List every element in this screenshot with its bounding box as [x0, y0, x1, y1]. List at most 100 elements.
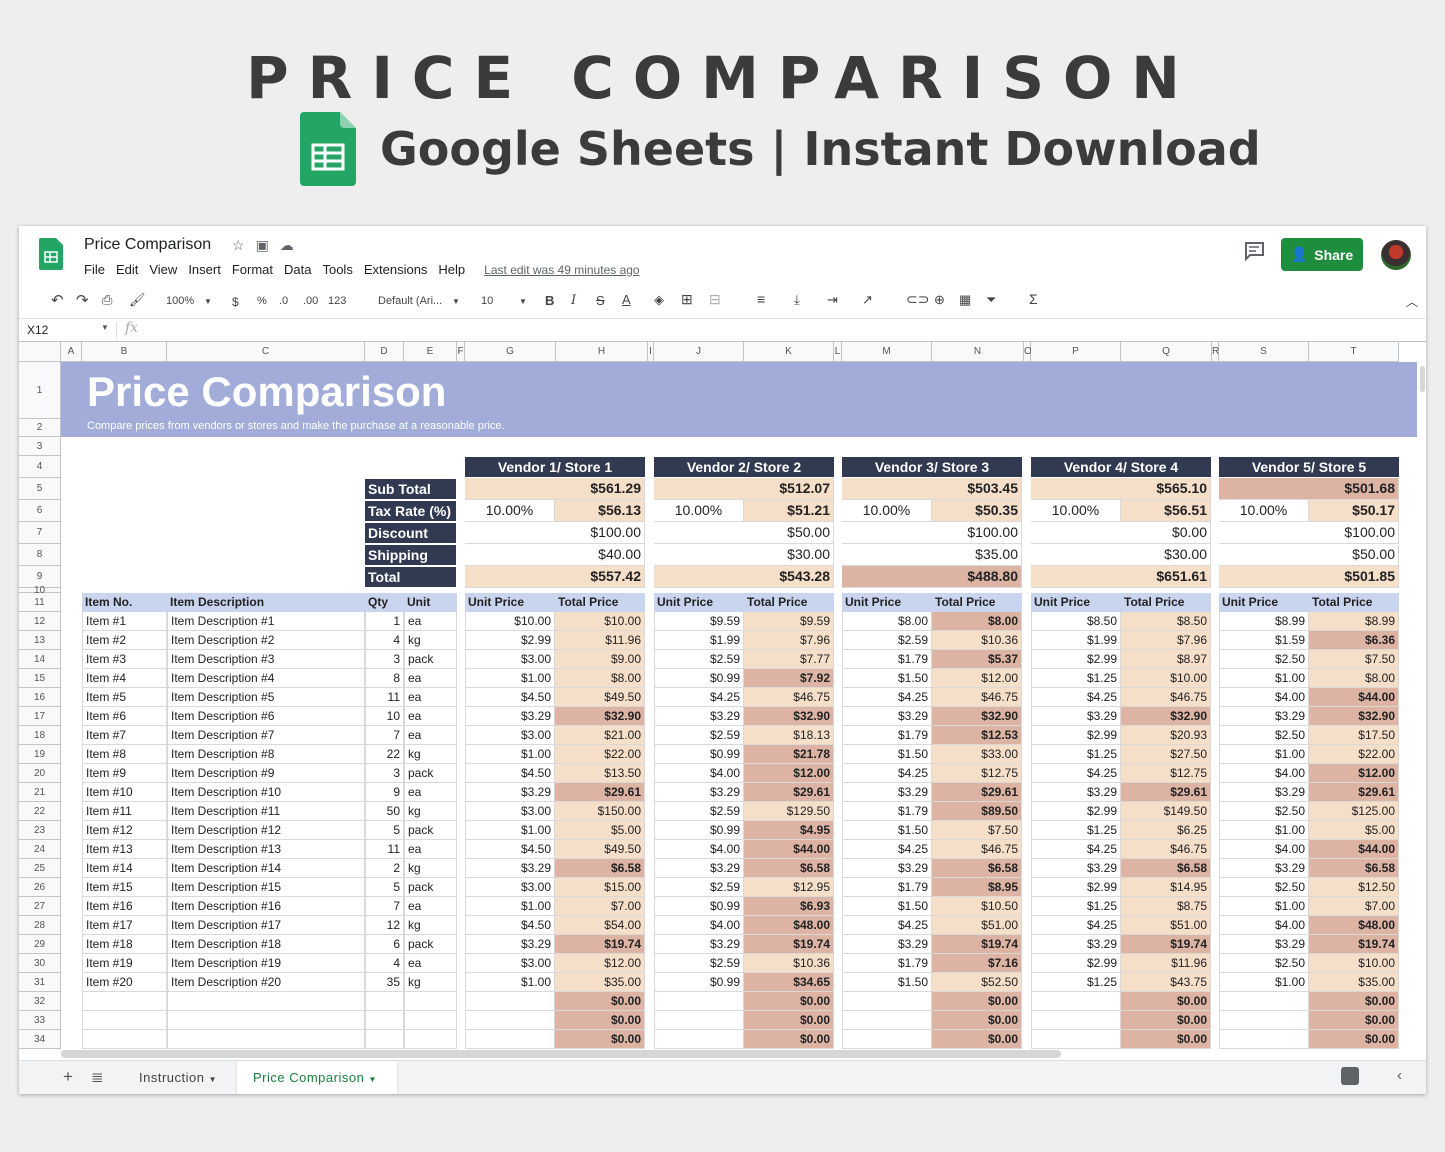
item-cell-no[interactable]: Item #17 — [82, 916, 167, 935]
unit-price-cell[interactable]: $1.25 — [1031, 821, 1121, 840]
item-cell-desc[interactable]: Item Description #11 — [167, 802, 365, 821]
total-price-cell[interactable]: $32.90 — [744, 707, 834, 726]
unit-price-cell[interactable]: $4.25 — [1031, 840, 1121, 859]
unit-price-cell[interactable]: $2.59 — [842, 631, 932, 650]
unit-price-cell[interactable] — [654, 1030, 744, 1049]
row-header[interactable]: 30 — [19, 954, 61, 973]
unit-price-cell[interactable]: $2.99 — [1031, 802, 1121, 821]
total-price-cell[interactable]: $44.00 — [1309, 840, 1399, 859]
unit-price-cell[interactable]: $0.99 — [654, 669, 744, 688]
item-cell-no[interactable] — [82, 1030, 167, 1049]
unit-price-cell[interactable]: $4.50 — [465, 840, 555, 859]
unit-price-cell[interactable] — [842, 1011, 932, 1030]
unit-price-cell[interactable]: $3.29 — [654, 783, 744, 802]
row-header[interactable]: 1 — [19, 362, 61, 419]
item-cell-desc[interactable] — [167, 992, 365, 1011]
row-header[interactable]: 3 — [19, 437, 61, 456]
total-price-cell[interactable]: $12.75 — [932, 764, 1022, 783]
total-price-cell[interactable]: $6.58 — [744, 859, 834, 878]
item-cell-qty[interactable]: 4 — [365, 954, 404, 973]
item-cell-no[interactable]: Item #4 — [82, 669, 167, 688]
unit-price-cell[interactable]: $1.00 — [465, 669, 555, 688]
chevron-left-icon[interactable]: ‹ — [1397, 1067, 1402, 1084]
unit-price-cell[interactable]: $3.00 — [465, 954, 555, 973]
item-cell-unit[interactable]: pack — [404, 821, 457, 840]
item-cell-desc[interactable]: Item Description #10 — [167, 783, 365, 802]
total-price-cell[interactable]: $129.50 — [744, 802, 834, 821]
decrease-decimal-button[interactable]: .0 — [279, 295, 289, 307]
unit-price-cell[interactable]: $9.59 — [654, 612, 744, 631]
total-price-cell[interactable]: $29.61 — [555, 783, 645, 802]
total-price-cell[interactable]: $6.58 — [1121, 859, 1211, 878]
total-price-cell[interactable]: $19.74 — [1309, 935, 1399, 954]
item-cell-unit[interactable]: ea — [404, 688, 457, 707]
vertical-align-icon[interactable]: ⤓ — [794, 292, 800, 307]
unit-price-cell[interactable]: $2.99 — [465, 631, 555, 650]
unit-price-cell[interactable]: $2.50 — [1219, 878, 1309, 897]
total-price-cell[interactable]: $10.36 — [744, 954, 834, 973]
print-icon[interactable]: ⎙ — [102, 292, 113, 307]
total-price-cell[interactable]: $48.00 — [744, 916, 834, 935]
total-price-cell[interactable]: $7.77 — [744, 650, 834, 669]
item-cell-desc[interactable]: Item Description #16 — [167, 897, 365, 916]
item-cell-qty[interactable]: 11 — [365, 688, 404, 707]
unit-price-cell[interactable]: $4.25 — [1031, 688, 1121, 707]
total-price-cell[interactable]: $0.00 — [744, 992, 834, 1011]
row-header[interactable]: 2 — [19, 419, 61, 437]
total-price-cell[interactable]: $10.50 — [932, 897, 1022, 916]
total-price-cell[interactable]: $12.75 — [1121, 764, 1211, 783]
row-header[interactable]: 17 — [19, 707, 61, 726]
total-price-cell[interactable]: $6.58 — [555, 859, 645, 878]
item-cell-unit[interactable]: ea — [404, 897, 457, 916]
unit-price-cell[interactable]: $8.50 — [1031, 612, 1121, 631]
row-header[interactable]: 25 — [19, 859, 61, 878]
item-cell-qty[interactable]: 11 — [365, 840, 404, 859]
item-cell-desc[interactable]: Item Description #20 — [167, 973, 365, 992]
item-cell-desc[interactable]: Item Description #12 — [167, 821, 365, 840]
unit-price-cell[interactable] — [1031, 1030, 1121, 1049]
unit-price-cell[interactable]: $2.59 — [654, 802, 744, 821]
item-cell-no[interactable]: Item #7 — [82, 726, 167, 745]
text-rotate-icon[interactable]: ↗ — [862, 292, 873, 307]
item-cell-desc[interactable]: Item Description #5 — [167, 688, 365, 707]
row-header[interactable]: 32 — [19, 992, 61, 1011]
total-price-cell[interactable]: $150.00 — [555, 802, 645, 821]
item-cell-qty[interactable]: 35 — [365, 973, 404, 992]
item-cell-qty[interactable]: 22 — [365, 745, 404, 764]
item-cell-desc[interactable]: Item Description #8 — [167, 745, 365, 764]
item-cell-unit[interactable]: kg — [404, 631, 457, 650]
item-cell-qty[interactable]: 3 — [365, 764, 404, 783]
total-price-cell[interactable]: $8.75 — [1121, 897, 1211, 916]
item-cell-qty[interactable]: 7 — [365, 897, 404, 916]
spreadsheet-grid[interactable]: A B C D E F G H I J K L M N O P Q R S T 1 2 3 4 5 6 7 8 9 10 11 12 13 14 1… — [19, 342, 1426, 1050]
column-header[interactable]: S — [1219, 342, 1309, 362]
unit-price-cell[interactable]: $4.00 — [654, 840, 744, 859]
total-price-cell[interactable]: $11.96 — [1121, 954, 1211, 973]
chevron-down-icon[interactable]: ▼ — [368, 1075, 377, 1084]
unit-price-cell[interactable]: $3.00 — [465, 650, 555, 669]
item-cell-unit[interactable]: ea — [404, 669, 457, 688]
unit-price-cell[interactable]: $2.99 — [1031, 726, 1121, 745]
column-header[interactable]: C — [167, 342, 365, 362]
item-cell-qty[interactable]: 8 — [365, 669, 404, 688]
tax-rate-value[interactable]: 10.00% — [1031, 500, 1121, 522]
item-cell-desc[interactable]: Item Description #17 — [167, 916, 365, 935]
row-header[interactable]: 24 — [19, 840, 61, 859]
total-price-cell[interactable]: $52.50 — [932, 973, 1022, 992]
unit-price-cell[interactable]: $1.50 — [842, 745, 932, 764]
all-sheets-icon[interactable]: ≣ — [91, 1069, 104, 1086]
total-price-cell[interactable]: $0.00 — [555, 1030, 645, 1049]
filter-icon[interactable]: ⏷ — [986, 292, 997, 307]
row-header[interactable]: 5 — [19, 478, 61, 500]
chevron-down-icon[interactable]: ▼ — [519, 297, 527, 306]
item-cell-unit[interactable] — [404, 1011, 457, 1030]
row-header[interactable]: 29 — [19, 935, 61, 954]
item-cell-desc[interactable]: Item Description #18 — [167, 935, 365, 954]
chevron-down-icon[interactable]: ▼ — [204, 297, 212, 306]
total-price-cell[interactable]: $12.50 — [1309, 878, 1399, 897]
total-price-cell[interactable]: $46.75 — [744, 688, 834, 707]
tab-price-comparison[interactable]: Price Comparison ▼ — [237, 1061, 397, 1094]
total-price-cell[interactable]: $46.75 — [932, 688, 1022, 707]
item-cell-desc[interactable]: Item Description #3 — [167, 650, 365, 669]
total-price-cell[interactable]: $29.61 — [1309, 783, 1399, 802]
